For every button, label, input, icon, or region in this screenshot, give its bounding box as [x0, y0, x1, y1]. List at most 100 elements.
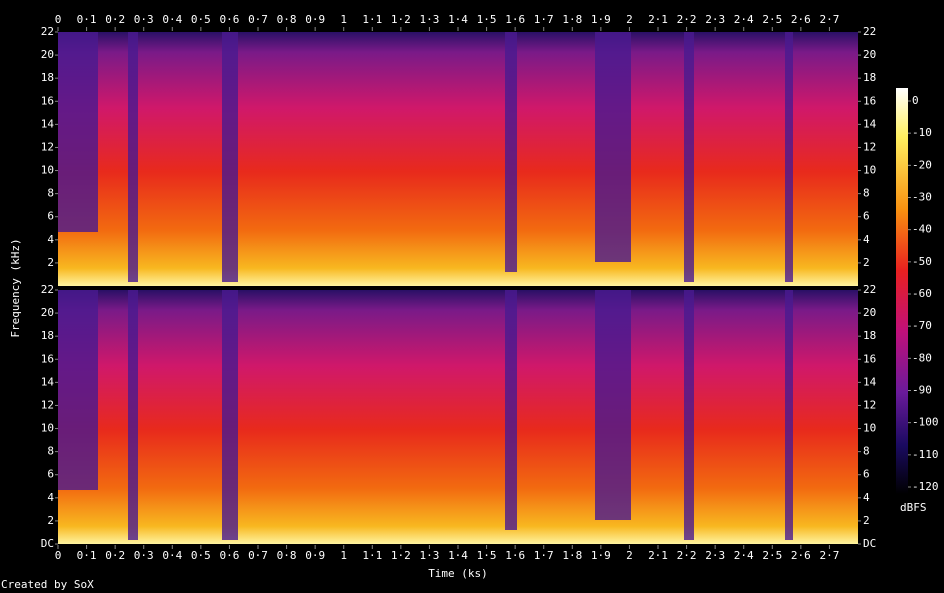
colorbar-tick-label: -30 — [912, 191, 932, 204]
x-tick-label: 1·1 — [362, 549, 382, 562]
y-tick-label: 18 — [41, 71, 54, 84]
x-tick-label: 0·8 — [277, 13, 297, 26]
colorbar-label: dBFS — [900, 501, 927, 514]
y-tick-label: 14 — [863, 117, 877, 130]
x-tick-label: 2·5 — [762, 13, 782, 26]
colorbar-tick-label: -100 — [912, 416, 939, 429]
colorbar-tick-label: -80 — [912, 351, 932, 364]
colorbar-tick-label: -110 — [912, 448, 939, 461]
x-tick-label: 0·5 — [191, 549, 211, 562]
x-tick-label: 0·4 — [162, 549, 182, 562]
y-tick-label: 6 — [47, 210, 54, 223]
x-tick-label: 1·6 — [505, 13, 525, 26]
x-tick-label: 2·6 — [791, 13, 811, 26]
x-tick-label: 1·7 — [534, 549, 554, 562]
x-axis-label: Time (ks) — [428, 567, 488, 580]
x-tick-label: 0·7 — [248, 13, 268, 26]
y-tick-label: 20 — [41, 306, 54, 319]
x-tick-label: 2 — [626, 13, 633, 26]
x-tick-label: 0 — [55, 549, 62, 562]
y-tick-label: 8 — [47, 187, 54, 200]
x-tick-label: 0·5 — [191, 13, 211, 26]
x-tick-label: 0·7 — [248, 549, 268, 562]
y-tick-label: 6 — [47, 468, 54, 481]
y-tick-label: 14 — [41, 117, 55, 130]
x-tick-label: 1 — [340, 13, 347, 26]
y-tick-label: 14 — [863, 375, 877, 388]
y-tick-label: 2 — [863, 256, 870, 269]
y-tick-label: 10 — [863, 422, 876, 435]
x-tick-label: 1·6 — [505, 549, 525, 562]
x-tick-label: 1·4 — [448, 549, 468, 562]
x-tick-label: 0·6 — [219, 13, 239, 26]
y-tick-label: 4 — [47, 491, 54, 504]
x-tick-label: 2·1 — [648, 13, 668, 26]
colorbar-tick-label: -60 — [912, 287, 932, 300]
x-tick-label: 0·1 — [77, 549, 97, 562]
x-tick-label: 1·2 — [391, 549, 411, 562]
y-tick-label: 16 — [41, 94, 54, 107]
x-tick-label: 0·1 — [77, 13, 97, 26]
x-tick-label: 1·3 — [419, 549, 439, 562]
x-tick-label: 1·8 — [562, 13, 582, 26]
y-tick-label: 4 — [47, 233, 54, 246]
y-tick-label: 16 — [41, 352, 54, 365]
x-tick-label: 1·5 — [477, 549, 497, 562]
y-tick-label: 8 — [863, 445, 870, 458]
y-tick-label: 12 — [863, 140, 876, 153]
y-tick-label: DC — [863, 537, 876, 550]
x-tick-label: 2·7 — [819, 549, 839, 562]
spectrogram-top — [58, 32, 858, 286]
y-tick-label: 18 — [863, 71, 876, 84]
y-tick-label: 8 — [47, 445, 54, 458]
colorbar-tick-label: -120 — [912, 480, 939, 493]
x-tick-label: 0·4 — [162, 13, 182, 26]
x-tick-label: 1·8 — [562, 549, 582, 562]
x-tick-label: 0·3 — [134, 13, 154, 26]
colorbar-tick-label: -70 — [912, 319, 932, 332]
x-tick-label: 2·6 — [791, 549, 811, 562]
y-tick-label: 22 — [41, 25, 54, 38]
y-tick-label: 4 — [863, 491, 870, 504]
spectrogram-bottom — [58, 290, 858, 544]
x-tick-label: 0·9 — [305, 13, 325, 26]
y-tick-label: 2 — [47, 514, 54, 527]
x-tick-label: 1·1 — [362, 13, 382, 26]
colorbar-tick-label: -90 — [912, 384, 932, 397]
x-tick-label: 2·4 — [734, 13, 754, 26]
y-tick-label: 20 — [863, 48, 876, 61]
x-tick-label: 2·2 — [677, 13, 697, 26]
y-tick-label: 22 — [41, 283, 54, 296]
y-tick-label: 22 — [863, 25, 876, 38]
x-tick-label: 0·6 — [219, 549, 239, 562]
y-tick-label: 22 — [863, 283, 876, 296]
y-axis-label: Frequency (kHz) — [9, 238, 22, 337]
x-tick-label: 1 — [340, 549, 347, 562]
y-tick-label: 16 — [863, 352, 876, 365]
y-tick-label: 6 — [863, 210, 870, 223]
x-tick-label: 2·2 — [677, 549, 697, 562]
y-tick-label: 18 — [41, 329, 54, 342]
x-tick-label: 2·5 — [762, 549, 782, 562]
x-tick-label: 1·9 — [591, 13, 611, 26]
colorbar-tick-label: -40 — [912, 223, 932, 236]
colorbar-tick-label: -20 — [912, 158, 932, 171]
y-tick-label: 20 — [863, 306, 876, 319]
x-tick-label: 0·2 — [105, 13, 125, 26]
y-tick-label: 8 — [863, 187, 870, 200]
x-tick-label: 0 — [55, 13, 62, 26]
y-tick-label: 6 — [863, 468, 870, 481]
y-tick-label: 10 — [41, 422, 54, 435]
x-tick-label: 2·1 — [648, 549, 668, 562]
colorbar-tick-label: -50 — [912, 255, 932, 268]
y-tick-label: 4 — [863, 233, 870, 246]
y-tick-label: 14 — [41, 375, 55, 388]
y-tick-label: 16 — [863, 94, 876, 107]
y-tick-label: 10 — [41, 164, 54, 177]
x-tick-label: 2·7 — [819, 13, 839, 26]
colorbar-tick-label: 0 — [912, 94, 919, 107]
x-tick-label: 1·5 — [477, 13, 497, 26]
x-tick-label: 1·2 — [391, 13, 411, 26]
